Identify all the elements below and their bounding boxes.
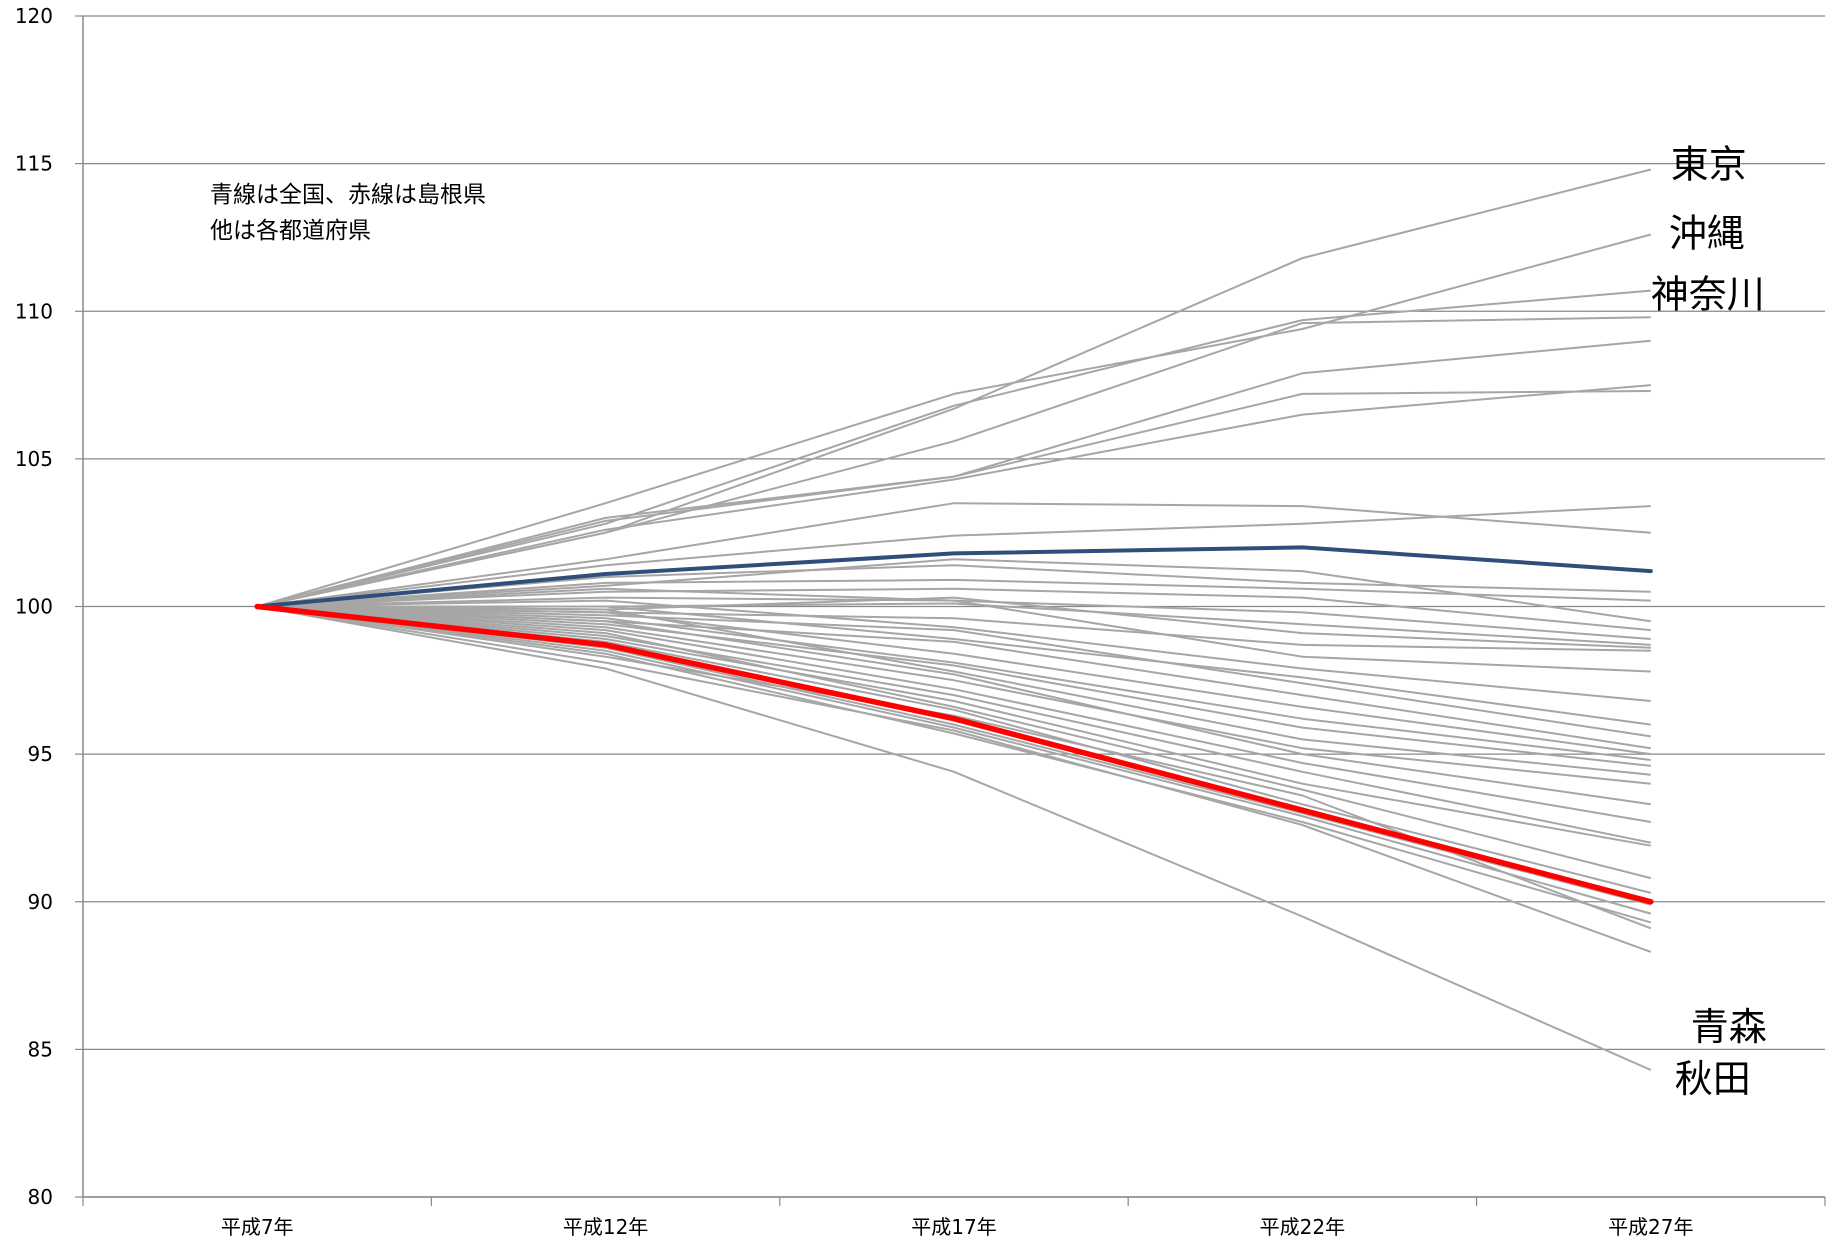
note-line-1: 青線は全国、赤線は島根県: [210, 182, 486, 208]
axes: [75, 15, 1826, 1206]
note-line-2: 他は各都道府県: [210, 218, 371, 244]
x-tick-label: 平成27年: [1608, 1215, 1693, 1239]
prefecture-line: [257, 605, 1652, 953]
y-tick-label: 120: [15, 4, 53, 28]
prefecture-line: [257, 605, 1652, 906]
prefecture-line: [257, 605, 1652, 915]
series-label: 東京: [1671, 143, 1747, 187]
y-tick-label: 115: [15, 152, 53, 176]
series-label: 沖縄: [1669, 211, 1745, 255]
prefecture-line: [257, 502, 1651, 608]
prefecture-line: [257, 605, 1652, 924]
x-tick-label: 平成12年: [563, 1215, 648, 1239]
x-tick-label: 平成17年: [911, 1215, 996, 1239]
y-tick-label: 80: [28, 1185, 53, 1209]
y-tick-label: 100: [15, 595, 53, 619]
prefecture-line: [257, 587, 1651, 632]
prefecture-line: [257, 599, 1651, 702]
series-label: 神奈川: [1651, 273, 1765, 317]
prefecture-line: [257, 605, 1651, 806]
prefecture-line: [257, 605, 1651, 761]
x-tick-label: 平成22年: [1260, 1215, 1345, 1239]
prefecture-line: [257, 605, 1651, 823]
shimane-line: [254, 603, 1654, 905]
prefecture-line: [256, 233, 1652, 608]
prefecture-line: [257, 605, 1651, 844]
prefecture-line: [257, 605, 1651, 776]
x-tick-label: 平成7年: [221, 1215, 294, 1239]
prefecture-line: [256, 339, 1651, 608]
prefecture-line: [256, 289, 1651, 608]
prefecture-line: [257, 558, 1651, 623]
y-tick-label: 105: [15, 447, 53, 471]
prefecture-line: [257, 605, 1651, 726]
prefecture-line: [257, 605, 1652, 930]
y-tick-label: 95: [28, 742, 53, 766]
prefecture-line: [257, 605, 1651, 738]
y-tick-labels: 80 85 90 95 100 105 110 115 120: [15, 4, 53, 1209]
series-label: 青森: [1691, 1005, 1767, 1049]
series-label: 秋田: [1675, 1057, 1751, 1101]
y-tick-label: 110: [15, 299, 53, 323]
national-line: [255, 545, 1653, 609]
prefecture-line: [257, 505, 1651, 608]
prefecture-series: [256, 168, 1652, 1071]
prefecture-line: [256, 390, 1651, 608]
prefecture-line: [257, 587, 1651, 673]
prefecture-line: [256, 168, 1652, 608]
y-tick-label: 90: [28, 890, 53, 914]
x-tick-labels: 平成7年 平成12年 平成17年 平成22年 平成27年: [221, 1215, 1694, 1239]
prefecture-line: [257, 605, 1651, 847]
prefecture-line: [257, 605, 1651, 756]
prefecture-line: [257, 605, 1652, 1071]
prefecture-line: [256, 384, 1651, 608]
y-tick-label: 85: [28, 1037, 53, 1061]
prefecture-line: [257, 605, 1652, 880]
prefecture-line: [257, 605, 1651, 785]
prefecture-line: [257, 605, 1651, 767]
highlight-series: [254, 545, 1654, 905]
prefecture-line: [257, 578, 1651, 608]
